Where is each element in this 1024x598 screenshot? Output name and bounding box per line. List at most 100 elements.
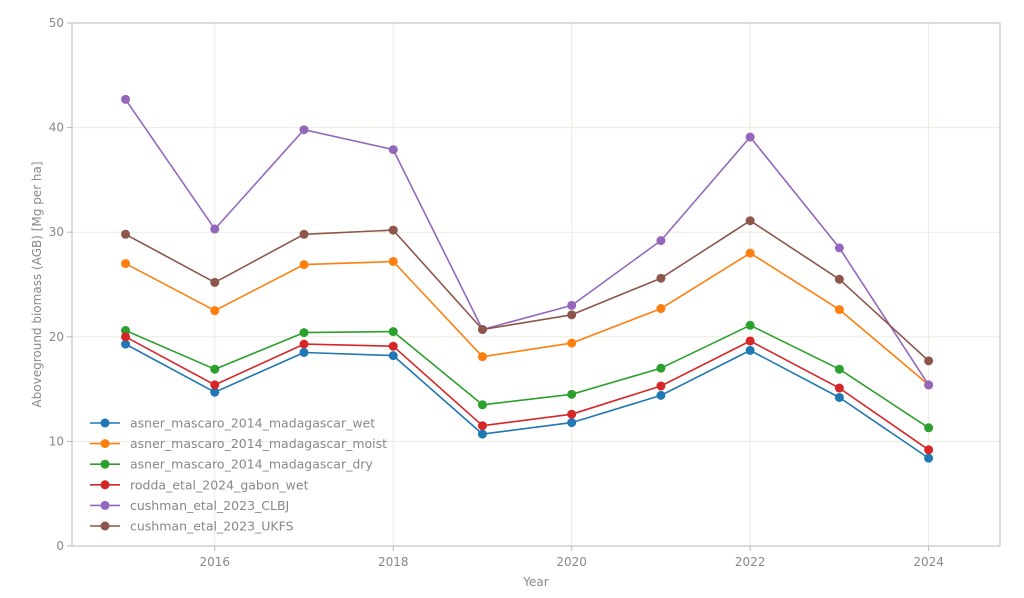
data-point <box>388 145 398 155</box>
data-point <box>210 364 220 374</box>
plot-frame <box>71 22 1001 547</box>
data-point <box>834 274 844 284</box>
data-point <box>210 387 220 397</box>
data-point <box>477 324 487 334</box>
data-point <box>388 327 398 337</box>
series-asner_mascaro_2014_madagascar_wet <box>121 339 934 463</box>
data-point <box>121 94 131 104</box>
data-point <box>834 364 844 374</box>
y-tick-label: 20 <box>49 330 64 344</box>
data-point <box>834 392 844 402</box>
data-point <box>477 352 487 362</box>
data-point <box>745 345 755 355</box>
data-point <box>567 409 577 419</box>
data-point <box>656 381 666 391</box>
legend-label: asner_mascaro_2014_madagascar_moist <box>130 436 387 451</box>
data-point <box>477 400 487 410</box>
data-point <box>121 229 131 239</box>
data-point <box>567 338 577 348</box>
data-point <box>745 248 755 258</box>
data-point <box>477 421 487 431</box>
data-point <box>834 383 844 393</box>
data-point <box>745 216 755 226</box>
legend-label: cushman_etal_2023_CLBJ <box>130 498 289 513</box>
legend-label: cushman_etal_2023_UKFS <box>130 519 294 534</box>
data-point <box>567 310 577 320</box>
legend-marker <box>100 500 110 510</box>
series-asner_mascaro_2014_madagascar_moist <box>121 248 934 390</box>
data-point <box>210 224 220 234</box>
series-cushman_etal_2023_UKFS <box>121 216 934 366</box>
data-point <box>388 225 398 235</box>
data-point <box>477 429 487 439</box>
legend-marker <box>100 418 110 428</box>
data-point <box>210 306 220 316</box>
data-point <box>299 125 309 135</box>
y-tick-label: 10 <box>49 434 64 448</box>
data-point <box>121 326 131 336</box>
data-point <box>299 347 309 357</box>
series-line <box>125 252 930 386</box>
data-point <box>834 243 844 253</box>
data-point <box>924 356 934 366</box>
data-point <box>656 304 666 314</box>
data-point <box>121 332 131 342</box>
data-point <box>745 320 755 330</box>
y-tick-label: 50 <box>49 16 64 30</box>
data-point <box>121 259 131 269</box>
data-point <box>656 236 666 246</box>
legend-label: asner_mascaro_2014_madagascar_wet <box>130 416 375 431</box>
legend-label: asner_mascaro_2014_madagascar_dry <box>130 457 373 472</box>
y-tick-label: 40 <box>49 121 64 135</box>
legend-item: cushman_etal_2023_UKFS <box>90 519 294 534</box>
series-rodda_etal_2024_gabon_wet <box>121 332 934 455</box>
data-point <box>656 363 666 373</box>
legend-item: asner_mascaro_2014_madagascar_moist <box>90 436 387 451</box>
x-tick-label: 2024 <box>913 555 944 569</box>
series-line <box>125 343 930 459</box>
data-point <box>834 305 844 315</box>
data-point <box>924 453 934 463</box>
data-point <box>745 132 755 142</box>
series-line <box>125 219 930 362</box>
data-point <box>299 260 309 270</box>
x-tick-label: 2020 <box>556 555 587 569</box>
data-point <box>121 339 131 349</box>
data-point <box>388 351 398 361</box>
data-point <box>924 380 934 390</box>
x-tick-label: 2022 <box>735 555 766 569</box>
data-point <box>299 328 309 338</box>
data-point <box>388 256 398 266</box>
x-tick-label: 2018 <box>378 555 409 569</box>
series-line <box>124 98 930 386</box>
legend-marker <box>100 480 110 490</box>
legend-marker <box>100 439 110 449</box>
data-point <box>924 423 934 433</box>
data-point <box>567 418 577 428</box>
series-lines <box>121 94 934 463</box>
legend-label: rodda_etal_2024_gabon_wet <box>130 477 309 492</box>
data-point <box>299 339 309 349</box>
data-point <box>210 277 220 287</box>
series-asner_mascaro_2014_madagascar_dry <box>121 320 934 433</box>
legend: asner_mascaro_2014_madagascar_wet asner_m… <box>90 416 387 534</box>
y-axis-title: Aboveground biomass (AGB) [Mg per ha] <box>30 161 44 407</box>
legend-item: rodda_etal_2024_gabon_wet <box>90 477 309 492</box>
data-point <box>567 389 577 399</box>
data-point <box>210 380 220 390</box>
data-point <box>567 300 577 310</box>
legend-marker <box>100 521 110 531</box>
y-tick-label: 30 <box>49 225 64 239</box>
series-line <box>125 336 930 451</box>
legend-item: asner_mascaro_2014_madagascar_wet <box>90 416 375 431</box>
legend-item: cushman_etal_2023_CLBJ <box>90 498 289 513</box>
data-point <box>924 445 934 455</box>
data-point <box>745 336 755 346</box>
data-point <box>299 229 309 239</box>
legend-item: asner_mascaro_2014_madagascar_dry <box>90 457 373 472</box>
data-point <box>656 273 666 283</box>
x-axis-title: Year <box>522 575 548 589</box>
series-line <box>125 324 930 429</box>
